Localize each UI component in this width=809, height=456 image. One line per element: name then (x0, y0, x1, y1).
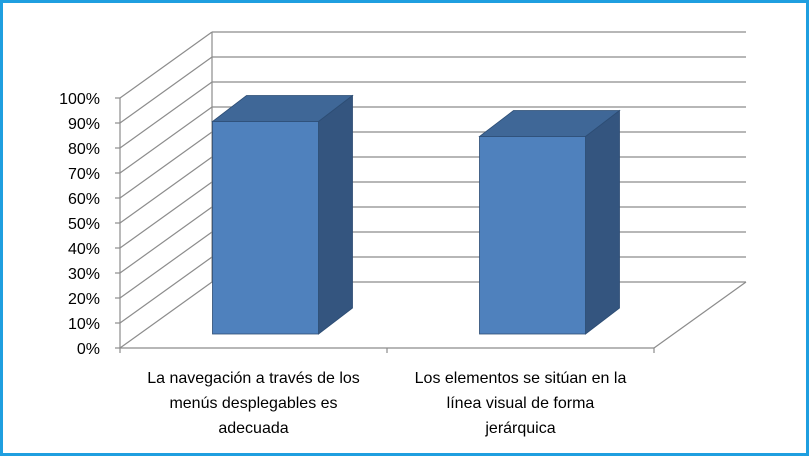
gridline-side (119, 56, 213, 124)
gridline-side (119, 181, 213, 249)
y-tick-label: 60% (68, 191, 100, 208)
y-tick-label: 100% (59, 91, 100, 108)
gridline-side (119, 206, 213, 274)
y-tick-label: 20% (68, 291, 100, 308)
gridline-side (119, 131, 213, 199)
gridline-side (119, 31, 213, 99)
y-tick-label: 80% (68, 141, 100, 158)
x-category-label: Los elementos se sitúan en la (415, 370, 627, 387)
x-category-label: La navegación a través de los (147, 370, 360, 387)
y-tick-label: 90% (68, 116, 100, 133)
x-category-label: jerárquica (484, 420, 555, 437)
y-tick-label: 0% (77, 341, 100, 358)
x-category-label: menús desplegables es (169, 395, 337, 412)
y-tick-label: 70% (68, 166, 100, 183)
gridline-side (119, 256, 213, 324)
bar-side (318, 94, 353, 335)
y-tick-label: 30% (68, 266, 100, 283)
bar (212, 121, 319, 335)
y-tick-label: 10% (68, 316, 100, 333)
x-category-label: línea visual de forma (447, 395, 595, 412)
x-category-label: adecuada (218, 420, 288, 437)
gridline-side (119, 81, 213, 149)
floor-right-edge (653, 281, 747, 349)
y-tick-label: 50% (68, 216, 100, 233)
gridline-side (119, 156, 213, 224)
bar-side (585, 109, 620, 335)
y-tick-label: 40% (68, 241, 100, 258)
gridline-side (119, 231, 213, 299)
gridline-side (119, 106, 213, 174)
bar (479, 136, 586, 335)
gridline-side (119, 281, 213, 349)
